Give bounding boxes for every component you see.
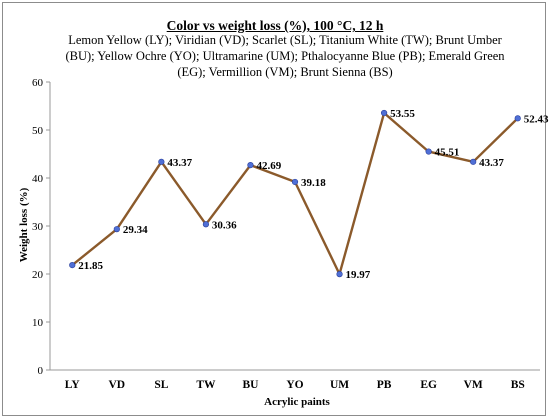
x-tick-label: VM <box>464 379 483 391</box>
chart-frame <box>2 2 546 416</box>
data-label: 30.36 <box>212 219 237 231</box>
x-axis-title: Acrylic paints <box>264 396 330 408</box>
y-tick-label: 50 <box>32 125 44 137</box>
x-axis: LY VD SL TW BU YO UM PB EG VM BS <box>50 369 540 391</box>
y-tick-label: 30 <box>32 221 44 233</box>
x-tick-label: BS <box>511 379 525 391</box>
y-tick-label: 0 <box>38 365 44 377</box>
data-label: 45.51 <box>435 147 460 159</box>
data-point <box>291 178 299 186</box>
data-label: 21.85 <box>78 260 103 272</box>
data-point <box>69 262 76 269</box>
y-axis-title: Weight loss (%) <box>18 187 30 262</box>
y-tick-label: 40 <box>32 173 44 185</box>
data-point <box>202 221 210 228</box>
y-tick-label: 10 <box>32 317 44 329</box>
data-label: 29.34 <box>123 224 148 236</box>
x-tick-label: TW <box>196 379 216 391</box>
data-label: 53.55 <box>390 108 415 120</box>
data-label: 39.18 <box>301 177 326 189</box>
x-tick-label: LY <box>65 379 81 391</box>
y-tick-label: 60 <box>32 77 44 89</box>
y-axis: 0 10 20 30 40 50 60 <box>32 77 51 377</box>
data-point <box>336 271 343 278</box>
data-point <box>158 158 165 165</box>
series-line <box>71 111 519 276</box>
x-tick-label: VD <box>109 379 126 391</box>
data-label: 52.43 <box>524 113 549 125</box>
chart-subtitle: Lemon Yellow (LY); Viridian (VD); Scarle… <box>65 33 505 79</box>
x-tick-label: YO <box>286 379 303 391</box>
data-label: 19.97 <box>346 269 371 281</box>
data-label: 43.37 <box>167 157 192 169</box>
data-label: 43.37 <box>479 157 504 169</box>
data-point <box>380 109 388 117</box>
data-point <box>113 226 120 233</box>
x-tick-label: BU <box>242 379 259 391</box>
x-tick-label: UM <box>330 379 349 391</box>
data-label: 42.69 <box>256 160 281 172</box>
data-point <box>425 148 432 155</box>
y-tick-label: 20 <box>32 269 44 281</box>
x-tick-label: EG <box>420 379 437 391</box>
x-tick-label: SL <box>154 379 168 391</box>
chart-title: Color vs weight loss (%), 100 °C, 12 h <box>166 18 384 33</box>
data-point <box>514 115 521 122</box>
x-tick-label: PB <box>377 379 392 391</box>
series-weight-loss: 21.85 29.34 43.37 30.36 42.69 39.18 19.97 53.55… <box>69 108 549 281</box>
data-point <box>470 158 477 165</box>
data-point <box>247 161 254 169</box>
